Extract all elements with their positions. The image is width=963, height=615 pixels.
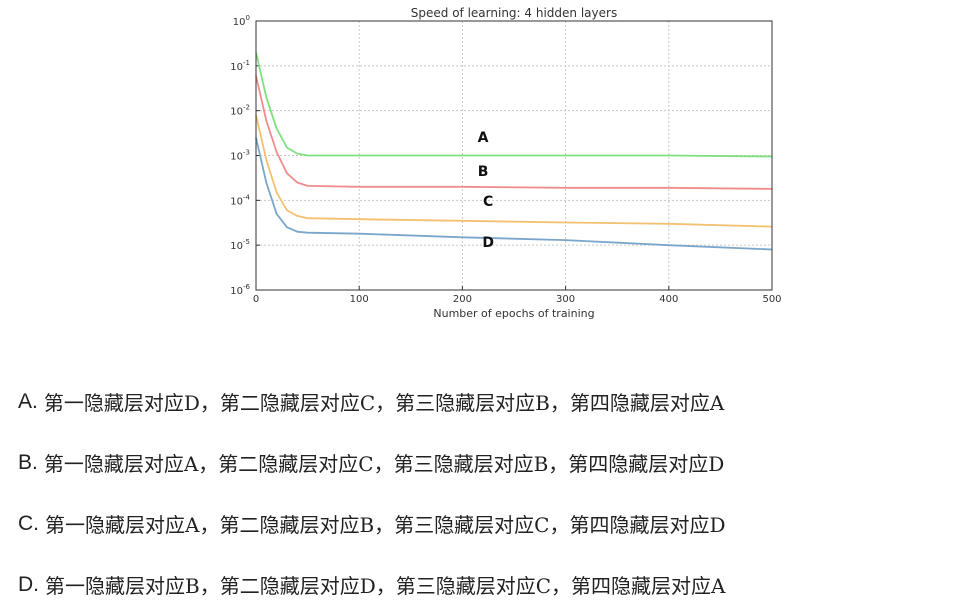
series-line-d: [255, 137, 773, 251]
curve-label: A: [478, 130, 489, 146]
option-text: 第一隐藏层对应B，第二隐藏层对应D，第三隐藏层对应C，第四隐藏层对应A: [45, 574, 726, 598]
y-tick-label: 10-6: [230, 283, 250, 297]
chart-title: Speed of learning: 4 hidden layers: [411, 6, 617, 20]
option-a[interactable]: A. 第一隐藏层对应D，第二隐藏层对应C，第三隐藏层对应B，第四隐藏层对应A: [18, 371, 948, 432]
x-tick-label: 300: [556, 294, 575, 305]
option-letter: B.: [18, 450, 38, 474]
y-tick-label: 100: [233, 14, 250, 28]
series-line-c: [255, 114, 773, 228]
curve-label: B: [478, 164, 489, 180]
y-tick-label: 10-2: [230, 104, 250, 118]
option-d[interactable]: D. 第一隐藏层对应B，第二隐藏层对应D，第三隐藏层对应C，第四隐藏层对应A: [18, 554, 948, 615]
plot-frame: [255, 20, 773, 291]
y-tick-label: 10-3: [230, 149, 250, 163]
option-letter: C.: [18, 511, 39, 535]
answer-options: A. 第一隐藏层对应D，第二隐藏层对应C，第三隐藏层对应B，第四隐藏层对应A B…: [18, 371, 948, 615]
option-c[interactable]: C. 第一隐藏层对应A，第二隐藏层对应B，第三隐藏层对应C，第四隐藏层对应D: [18, 493, 948, 554]
y-tick-label: 10-4: [230, 193, 250, 207]
y-tick-label: 10-5: [230, 238, 250, 252]
option-letter: D.: [18, 572, 39, 596]
option-b[interactable]: B. 第一隐藏层对应A，第二隐藏层对应C，第三隐藏层对应B，第四隐藏层对应D: [18, 432, 948, 493]
x-tick-label: 400: [659, 294, 678, 305]
chart-svg: 0 100 200 300 400 500 100 10-1 10-2 10-3 10-4 10-5 1…: [230, 6, 781, 320]
curve-label: C: [483, 194, 493, 210]
option-text: 第一隐藏层对应D，第二隐藏层对应C，第三隐藏层对应B，第四隐藏层对应A: [43, 391, 725, 415]
learning-speed-chart: 0 100 200 300 400 500 100 10-1 10-2 10-3 10-4 10-5 1…: [210, 0, 810, 330]
option-text: 第一隐藏层对应A，第二隐藏层对应C，第三隐藏层对应B，第四隐藏层对应D: [43, 452, 725, 476]
y-tick-label: 10-1: [230, 59, 250, 73]
x-tick-label: 500: [762, 294, 781, 305]
x-tick-label: 0: [253, 294, 259, 305]
option-letter: A.: [18, 389, 38, 413]
series-line-a: [255, 52, 773, 158]
x-tick-label: 200: [453, 294, 472, 305]
curve-label: D: [482, 235, 494, 251]
series-line-b: [255, 75, 773, 190]
option-text: 第一隐藏层对应A，第二隐藏层对应B，第三隐藏层对应C，第四隐藏层对应D: [45, 513, 726, 537]
x-axis-label: Number of epochs of training: [433, 307, 594, 320]
x-tick-label: 100: [350, 294, 369, 305]
